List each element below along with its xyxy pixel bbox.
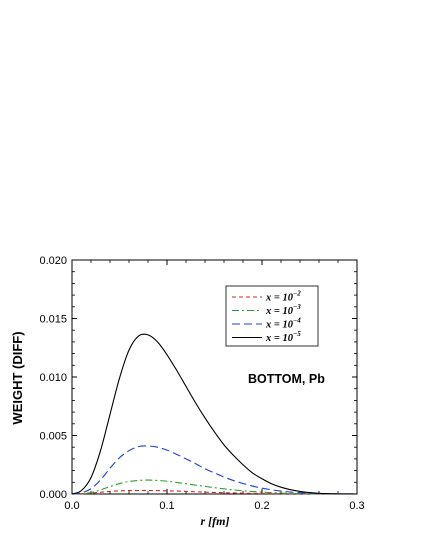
- chart-annotation: BOTTOM, Pb: [248, 372, 325, 386]
- legend-label: x = 10−5: [265, 330, 301, 344]
- legend-label: x = 10−3: [265, 303, 301, 317]
- x-axis-title: r [fm]: [201, 514, 230, 528]
- series-line-1: [71, 489, 358, 495]
- y-tick-label: 0.010: [39, 372, 67, 384]
- x-tick-label: 0.2: [254, 500, 269, 512]
- axis-ticks: [71, 259, 358, 495]
- y-tick-label: 0.020: [39, 255, 67, 267]
- series-lines: [71, 333, 358, 495]
- x-tick-label: 0.3: [349, 500, 364, 512]
- x-tick-label: 0.0: [64, 500, 79, 512]
- legend: x = 10−2x = 10−3x = 10−4x = 10−5: [225, 285, 319, 347]
- legend-label: x = 10−2: [265, 290, 301, 304]
- legend-box: [225, 285, 319, 347]
- legend-label: x = 10−4: [265, 317, 301, 331]
- y-axis-title: WEIGHT (DIFF): [10, 331, 25, 424]
- series-line-4: [71, 333, 358, 495]
- x-tick-label: 0.1: [159, 500, 174, 512]
- y-tick-label: 0.005: [39, 431, 67, 443]
- series-line-2: [71, 479, 358, 495]
- series-line-3: [71, 445, 358, 495]
- y-tick-label: 0.000: [39, 489, 67, 501]
- y-tick-label: 0.015: [39, 314, 67, 326]
- tick-labels: 0.000 0.005 0.010 0.015 0.020 0.0 0.1 0.2 0.3: [39, 255, 364, 512]
